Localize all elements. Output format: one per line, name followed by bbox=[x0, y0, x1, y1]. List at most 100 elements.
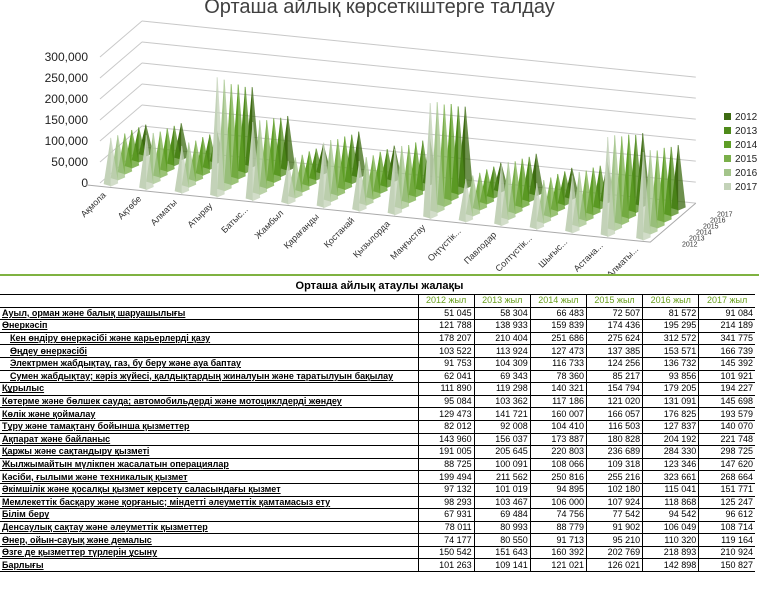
gridline bbox=[99, 83, 143, 121]
cell-value: 78 360 bbox=[529, 370, 587, 384]
gridline bbox=[99, 104, 143, 142]
cell-value: 78 011 bbox=[417, 521, 475, 535]
pyramid-face bbox=[472, 175, 481, 217]
table-row: Кен өндіру өнеркәсібі және карьерлерді қ… bbox=[0, 332, 755, 346]
cell-value: 69 484 bbox=[473, 508, 531, 522]
cell-value: 107 924 bbox=[585, 496, 643, 510]
pyramid-face bbox=[600, 137, 608, 237]
row-label: Көлік және қоймалау bbox=[0, 407, 418, 421]
y-tick-label: 200,000 bbox=[45, 92, 89, 106]
depth-axis-label: 2014 bbox=[696, 230, 712, 237]
cell-value: 251 686 bbox=[529, 332, 587, 346]
cell-value: 51 045 bbox=[417, 307, 475, 321]
cell-value: 323 661 bbox=[642, 470, 699, 484]
cell-value: 150 827 bbox=[698, 558, 755, 573]
year-header: 2012 жыл bbox=[417, 294, 475, 308]
cell-value: 58 304 bbox=[473, 307, 531, 321]
cell-value: 80 993 bbox=[473, 521, 531, 535]
x-category-label: Қостанай bbox=[322, 215, 356, 249]
x-category-label: Ақтөбе bbox=[116, 194, 144, 222]
pyramid-face bbox=[436, 102, 445, 214]
cell-value: 166 739 bbox=[698, 344, 755, 358]
table-row: Құрылыс 111 890 119 298 140 321 154 794 179 2… bbox=[0, 382, 755, 396]
cell-value: 268 664 bbox=[698, 470, 755, 484]
pyramid-face bbox=[457, 106, 466, 196]
cell-value: 143 960 bbox=[417, 433, 475, 447]
pyramid-face bbox=[316, 142, 324, 208]
cell-value: 88 725 bbox=[417, 458, 475, 472]
cell-value: 96 612 bbox=[698, 508, 755, 522]
pyramid-face bbox=[223, 79, 232, 192]
legend-swatch bbox=[724, 169, 731, 176]
pyramid-face bbox=[308, 151, 317, 187]
table-row: Барлығы 101 263 109 141 121 021 126 021 142 8… bbox=[0, 558, 755, 573]
cell-value: 104 410 bbox=[529, 420, 587, 434]
x-category-label: Алматы... bbox=[605, 244, 641, 276]
cell-value: 127 837 bbox=[642, 420, 699, 434]
x-category-label: Шығыс... bbox=[536, 237, 569, 270]
table-row: Ауыл, орман және балық шаруашылығы 51 045… bbox=[0, 307, 755, 321]
cell-value: 97 132 bbox=[417, 483, 475, 497]
pyramid-face bbox=[592, 167, 601, 216]
pyramid-face bbox=[180, 123, 189, 161]
cell-value: 145 698 bbox=[698, 395, 755, 409]
pyramid-face bbox=[401, 145, 410, 210]
cell-value: 108 066 bbox=[529, 458, 587, 472]
table-row: Кәсіби, ғылыми және техникалық қызмет 199… bbox=[0, 470, 755, 484]
pyramid-face bbox=[529, 183, 537, 230]
pyramid-face bbox=[103, 137, 111, 187]
pyramid-face bbox=[408, 144, 417, 204]
cell-value: 221 748 bbox=[698, 433, 755, 447]
y-tick-label: 50,000 bbox=[51, 155, 88, 169]
cell-value: 77 542 bbox=[585, 508, 643, 522]
floor-edge bbox=[85, 184, 697, 243]
cell-value: 151 771 bbox=[698, 483, 755, 497]
cell-value: 193 579 bbox=[698, 407, 755, 421]
cell-value: 125 247 bbox=[698, 496, 755, 510]
row-label: Құрылыс bbox=[0, 382, 418, 396]
pyramid-face bbox=[543, 180, 552, 225]
cell-value: 102 180 bbox=[585, 483, 643, 497]
x-category-label: Жамбыл bbox=[253, 208, 286, 241]
x-category-label: Оңтүстік... bbox=[426, 226, 463, 263]
y-tick-label: 0 bbox=[81, 176, 88, 190]
gridline bbox=[99, 20, 143, 58]
row-label: Барлығы bbox=[0, 558, 418, 573]
pyramid-face bbox=[173, 125, 182, 167]
legend-label: 2012 bbox=[735, 112, 758, 123]
pyramid-face bbox=[245, 122, 253, 201]
cell-value: 218 893 bbox=[642, 546, 699, 560]
y-tick-label: 250,000 bbox=[45, 71, 89, 85]
table-row: Өңдеу өнеркәсібі 103 522 113 924 127 473 137… bbox=[0, 344, 755, 358]
pyramid-face bbox=[514, 161, 523, 215]
table-row: Ақпарат және байланыс 143 960 156 037 173 8… bbox=[0, 433, 755, 447]
cell-value: 124 256 bbox=[585, 357, 643, 371]
cell-value: 74 756 bbox=[529, 508, 587, 522]
pyramid-face bbox=[656, 150, 665, 229]
year-header: 2015 жыл bbox=[585, 294, 643, 308]
cell-value: 159 839 bbox=[529, 319, 587, 333]
row-label: Электрмен жабдықтау, газ, бу беру және а… bbox=[0, 357, 418, 371]
year-header: 2017 жыл bbox=[698, 294, 755, 308]
pyramid-face bbox=[607, 137, 616, 238]
cell-value: 180 828 bbox=[585, 433, 643, 447]
cell-value: 66 483 bbox=[529, 307, 587, 321]
x-category-label: Батыс... bbox=[219, 204, 250, 235]
year-header: 2016 жыл bbox=[642, 294, 699, 308]
cell-value: 127 473 bbox=[529, 344, 587, 358]
legend-label: 2016 bbox=[735, 168, 758, 179]
year-header: 2014 жыл bbox=[529, 294, 587, 308]
row-label: Өнеркәсіп bbox=[0, 319, 418, 333]
pyramid-face bbox=[494, 164, 502, 226]
pyramid-face bbox=[429, 103, 438, 220]
pyramid-face bbox=[379, 151, 388, 195]
cell-value: 121 788 bbox=[417, 319, 475, 333]
cell-value: 82 012 bbox=[417, 420, 475, 434]
cell-value: 101 921 bbox=[698, 370, 755, 384]
pyramid-face bbox=[202, 137, 211, 177]
pyramid-face bbox=[281, 160, 289, 205]
pyramid-face bbox=[557, 173, 566, 213]
gridline bbox=[141, 83, 696, 141]
cell-value: 94 542 bbox=[642, 508, 699, 522]
cell-value: 131 091 bbox=[642, 395, 699, 409]
